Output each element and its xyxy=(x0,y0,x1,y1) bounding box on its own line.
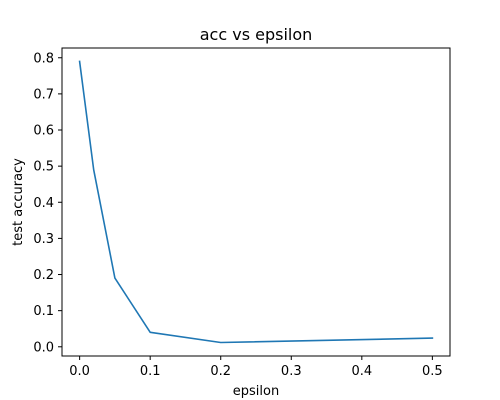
y-axis-label: test accuracy xyxy=(11,158,26,246)
series-line xyxy=(78,60,434,344)
x-axis: 0.0 0.1 0.2 0.3 0.4 0.5 xyxy=(69,356,443,379)
chart-title: acc vs epsilon xyxy=(200,25,313,44)
y-tick-label: 0.2 xyxy=(33,268,54,283)
x-tick-label: 0.2 xyxy=(210,364,231,379)
x-tick-label: 0.1 xyxy=(140,364,161,379)
x-axis-label: epsilon xyxy=(233,384,279,399)
plot-frame xyxy=(61,47,451,357)
x-tick-label: 0.4 xyxy=(351,364,372,379)
y-tick-label: 0.8 xyxy=(33,51,54,66)
x-tick-label: 0.3 xyxy=(281,364,302,379)
x-tick-label: 0.0 xyxy=(69,364,90,379)
x-tick-label: 0.5 xyxy=(422,364,443,379)
y-tick-label: 0.3 xyxy=(33,232,54,247)
y-tick-label: 0.6 xyxy=(33,124,54,139)
y-tick-label: 0.7 xyxy=(33,87,54,102)
plot-area xyxy=(78,60,434,344)
y-tick-label: 0.4 xyxy=(33,196,54,211)
y-tick-label: 0.1 xyxy=(33,304,54,319)
y-tick-label: 0.0 xyxy=(33,340,54,355)
y-tick-label: 0.5 xyxy=(33,160,54,175)
y-axis: 0.0 0.1 0.2 0.3 0.4 0.5 0.6 0.7 0.8 xyxy=(33,51,62,355)
